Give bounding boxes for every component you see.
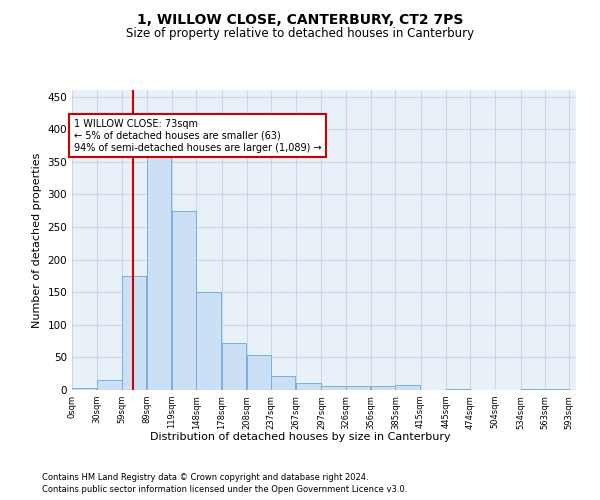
Bar bbox=[122, 276, 146, 390]
Bar bbox=[271, 376, 295, 390]
Bar bbox=[72, 388, 97, 390]
Text: 1, WILLOW CLOSE, CANTERBURY, CT2 7PS: 1, WILLOW CLOSE, CANTERBURY, CT2 7PS bbox=[137, 12, 463, 26]
Bar bbox=[147, 152, 171, 390]
Bar bbox=[296, 384, 320, 390]
Bar bbox=[172, 210, 196, 390]
Text: Contains public sector information licensed under the Open Government Licence v3: Contains public sector information licen… bbox=[42, 485, 407, 494]
Bar bbox=[346, 386, 370, 390]
Text: Distribution of detached houses by size in Canterbury: Distribution of detached houses by size … bbox=[149, 432, 451, 442]
Bar bbox=[395, 386, 420, 390]
Bar bbox=[247, 355, 271, 390]
Y-axis label: Number of detached properties: Number of detached properties bbox=[32, 152, 42, 328]
Text: Size of property relative to detached houses in Canterbury: Size of property relative to detached ho… bbox=[126, 28, 474, 40]
Bar bbox=[446, 388, 470, 390]
Bar bbox=[322, 386, 346, 390]
Bar bbox=[97, 380, 122, 390]
Bar bbox=[221, 343, 246, 390]
Bar bbox=[196, 292, 221, 390]
Text: 1 WILLOW CLOSE: 73sqm
← 5% of detached houses are smaller (63)
94% of semi-detac: 1 WILLOW CLOSE: 73sqm ← 5% of detached h… bbox=[74, 120, 322, 152]
Text: Contains HM Land Registry data © Crown copyright and database right 2024.: Contains HM Land Registry data © Crown c… bbox=[42, 472, 368, 482]
Bar bbox=[371, 386, 395, 390]
